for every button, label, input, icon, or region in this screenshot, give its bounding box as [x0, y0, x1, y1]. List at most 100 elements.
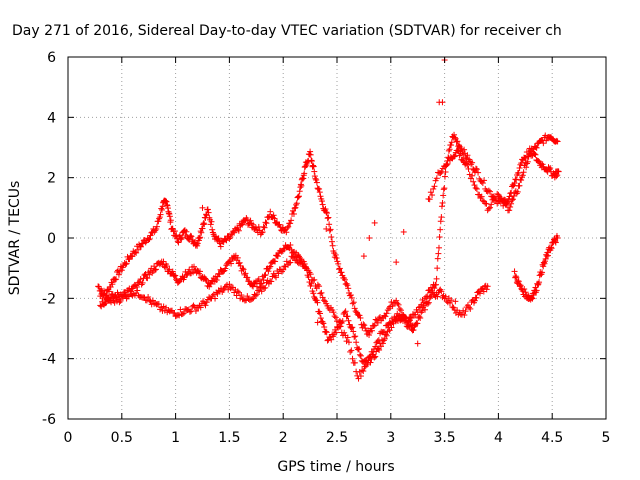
data-point: [324, 337, 331, 344]
data-point: [139, 279, 146, 286]
data-point: [157, 211, 164, 218]
data-point: [291, 205, 298, 212]
data-point: [308, 157, 315, 164]
data-point: [323, 329, 330, 336]
data-point: [348, 347, 355, 354]
data-point: [196, 235, 203, 242]
y-tick-label: 4: [47, 110, 56, 126]
data-point: [425, 299, 432, 306]
y-tick-label: -4: [42, 352, 56, 368]
data-point: [464, 152, 471, 159]
data-point: [334, 318, 340, 325]
data-point: [393, 259, 400, 266]
data-point: [301, 263, 308, 270]
data-point: [252, 292, 259, 299]
data-point: [433, 175, 440, 182]
x-tick-label: 4.5: [541, 430, 563, 446]
data-point: [467, 305, 474, 312]
data-point: [424, 300, 431, 307]
data-point: [258, 229, 265, 236]
data-point: [347, 292, 354, 299]
data-point: [268, 278, 275, 285]
x-tick-label: 3: [386, 430, 395, 446]
data-point: [122, 261, 129, 268]
data-point: [349, 300, 356, 307]
data-point: [355, 346, 362, 353]
data-point: [397, 307, 404, 314]
data-point: [135, 246, 142, 253]
data-point: [323, 209, 330, 216]
data-point: [352, 308, 359, 315]
data-point: [258, 280, 265, 287]
data-point: [345, 285, 352, 292]
data-point: [203, 299, 210, 306]
data-point: [197, 234, 204, 241]
data-point: [493, 197, 500, 204]
data-point: [145, 236, 152, 243]
data-point: [369, 348, 376, 355]
data-point: [368, 327, 375, 334]
data-point: [458, 145, 465, 152]
data-point: [274, 253, 281, 260]
data-point: [262, 271, 269, 278]
data-point: [437, 170, 444, 177]
data-point: [177, 306, 184, 313]
data-point: [548, 244, 555, 251]
data-point: [517, 282, 524, 289]
data-point: [516, 182, 523, 189]
data-point: [209, 226, 216, 233]
data-point: [322, 206, 329, 213]
data-point: [212, 295, 219, 302]
data-point: [148, 229, 155, 236]
data-point: [314, 299, 321, 306]
data-point: [329, 242, 336, 249]
data-point: [479, 180, 486, 187]
data-point: [511, 180, 518, 187]
data-point: [118, 267, 125, 274]
data-point: [145, 293, 152, 300]
data-point: [465, 165, 472, 172]
data-point: [247, 217, 254, 224]
data-point: [504, 198, 511, 205]
data-point: [172, 272, 179, 279]
data-point: [382, 313, 389, 320]
data-point: [314, 319, 321, 326]
data-point: [319, 318, 326, 325]
data-point: [216, 271, 223, 278]
data-point: [117, 297, 124, 304]
data-point: [222, 265, 229, 272]
data-point: [261, 224, 268, 231]
data-point: [540, 259, 547, 266]
data-point: [215, 235, 222, 242]
data-point: [253, 283, 260, 290]
data-point: [320, 320, 327, 327]
data-point: [435, 250, 442, 257]
data-point: [258, 288, 265, 295]
data-point: [190, 302, 197, 309]
data-point: [547, 165, 554, 172]
data-point: [266, 265, 273, 272]
data-point: [310, 290, 317, 297]
data-point: [316, 189, 323, 196]
data-point: [509, 197, 516, 204]
data-point: [531, 151, 538, 158]
data-point: [516, 165, 523, 172]
data-point: [403, 315, 410, 322]
data-point: [410, 327, 417, 334]
data-point: [307, 148, 314, 155]
data-point: [293, 201, 300, 208]
data-point: [452, 153, 459, 160]
data-point: [285, 223, 292, 230]
data-point: [308, 158, 315, 165]
data-point: [483, 200, 490, 207]
y-tick-label: -2: [42, 291, 56, 307]
data-point: [427, 189, 434, 196]
data-point: [318, 289, 325, 296]
data-point: [270, 212, 277, 219]
data-point: [383, 310, 390, 317]
data-point: [388, 324, 395, 331]
data-point: [199, 204, 206, 211]
data-point: [554, 235, 561, 241]
data-point: [324, 215, 331, 222]
data-point: [238, 292, 245, 299]
